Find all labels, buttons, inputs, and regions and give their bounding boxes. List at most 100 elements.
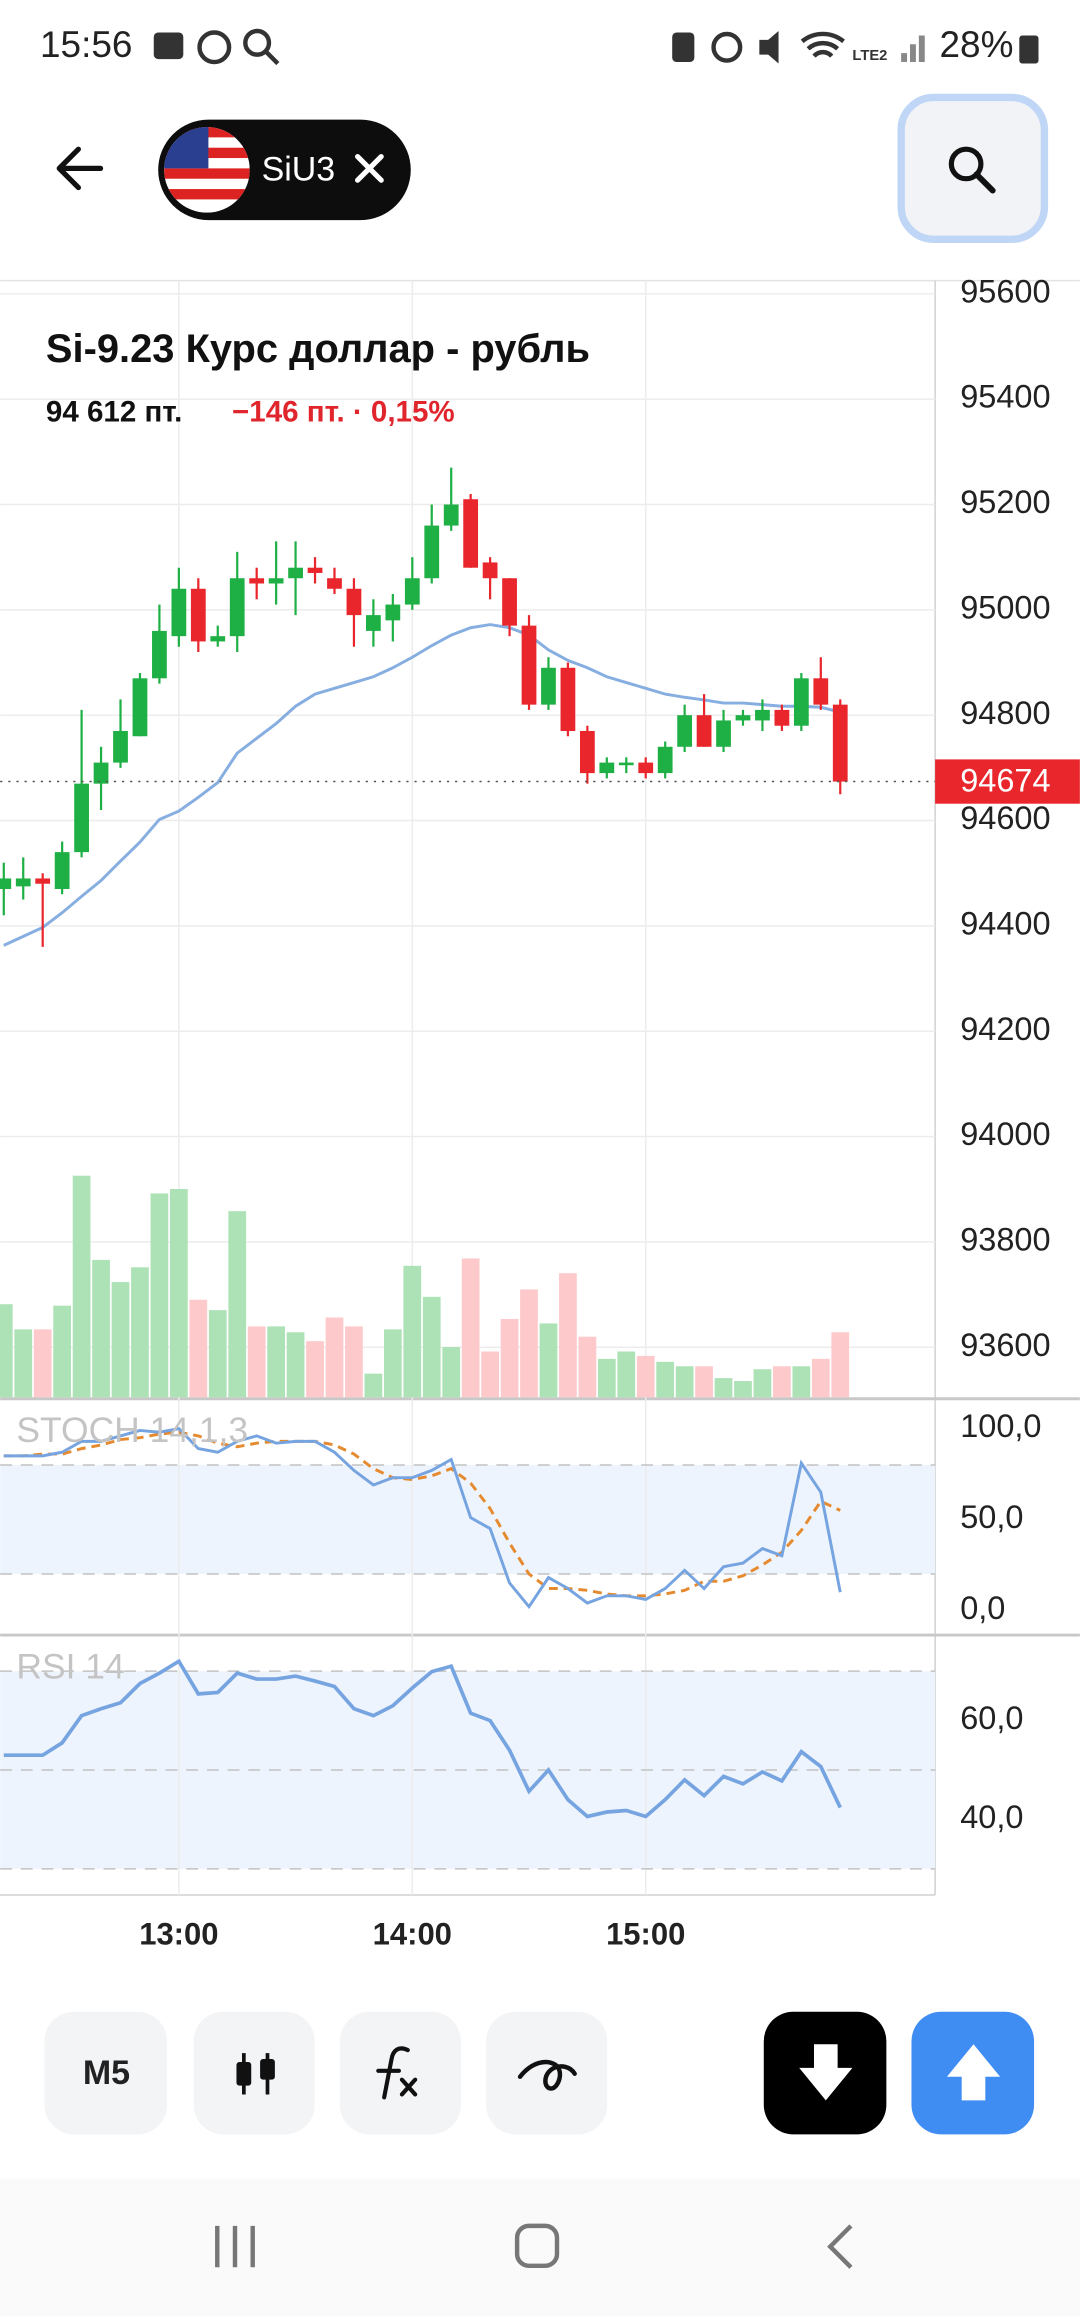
volume-bar — [33, 1329, 52, 1398]
volume-bar — [208, 1310, 227, 1398]
candle-body — [132, 678, 148, 737]
y-tick-label: 94000 — [960, 1116, 1050, 1152]
volume-bar — [306, 1341, 324, 1398]
volume-bar — [811, 1358, 830, 1398]
rsi-label: RSI 14 — [16, 1646, 124, 1686]
candle-body — [54, 852, 70, 889]
volume-bar — [383, 1329, 402, 1398]
volume-bar — [14, 1329, 33, 1398]
sell-arrow — [799, 2044, 853, 2101]
back-nav-button[interactable] — [827, 2224, 853, 2269]
volume-bar — [422, 1296, 441, 1398]
candle-body — [716, 720, 731, 747]
candle-body — [657, 746, 673, 774]
candle-body — [152, 630, 167, 679]
volume-bar — [831, 1332, 850, 1398]
back-button[interactable] — [56, 146, 104, 191]
candle-body — [171, 588, 187, 637]
volume-bar — [286, 1332, 305, 1398]
candle-body — [346, 588, 362, 616]
candle-body — [210, 636, 226, 642]
indicators-button[interactable] — [339, 2011, 461, 2135]
network-label: LTE2 — [852, 48, 887, 64]
candle-body — [677, 715, 693, 747]
volume-bar — [345, 1326, 363, 1398]
candle-body — [463, 499, 479, 568]
volume-bar — [636, 1355, 655, 1398]
y-tick-label: 95400 — [960, 379, 1050, 415]
volume-bar — [695, 1366, 713, 1398]
candle-body — [774, 709, 790, 726]
volume-bar — [364, 1373, 383, 1398]
y-tick-label: 50,0 — [960, 1499, 1023, 1535]
volume-bar — [481, 1351, 499, 1398]
recents-button[interactable] — [215, 2225, 255, 2268]
candle-body — [229, 578, 245, 637]
volume-bar — [0, 1304, 13, 1398]
volume-bar — [170, 1189, 188, 1398]
y-tick-label: 94600 — [960, 800, 1050, 836]
y-tick-label: 95600 — [960, 273, 1050, 309]
y-tick-label: 95200 — [960, 484, 1050, 520]
status-time: 15:56 — [40, 24, 132, 65]
y-tick-label: 94200 — [960, 1011, 1050, 1047]
candle-body — [288, 567, 303, 579]
y-tick-label: 93800 — [960, 1221, 1050, 1257]
interval-label: M5 — [83, 2054, 130, 2092]
chart-type-button[interactable] — [193, 2011, 315, 2135]
stoch-d — [3, 1430, 841, 1598]
y-tick-label: 93600 — [960, 1327, 1050, 1363]
last-price-tag — [935, 759, 1080, 804]
status-icon — [672, 32, 695, 63]
volume-bar — [267, 1326, 285, 1398]
y-tick-label: 95000 — [960, 589, 1050, 625]
candle-body — [268, 578, 284, 584]
volume-bar — [92, 1259, 110, 1398]
moving-average — [3, 623, 841, 947]
fx-icon — [376, 2046, 418, 2100]
candle-body — [93, 762, 109, 784]
close-chip[interactable] — [355, 153, 384, 183]
candle-body — [35, 878, 51, 884]
stoch-k — [3, 1427, 842, 1610]
interval-button[interactable] — [44, 2011, 168, 2135]
search-button[interactable] — [897, 93, 1049, 243]
y-tick-label: 100,0 — [960, 1408, 1041, 1444]
candle-body — [190, 588, 206, 642]
candle-body — [793, 678, 809, 726]
battery-icon — [1019, 35, 1039, 64]
volume-bar — [53, 1305, 72, 1398]
y-tick-label: 40,0 — [960, 1799, 1023, 1835]
volume-bar — [247, 1326, 266, 1398]
candle-body — [249, 578, 265, 584]
change-text: −146 пт. · 0,15% — [232, 395, 455, 428]
ticker-label: SiU3 — [262, 150, 336, 188]
volume-bar — [714, 1378, 733, 1398]
y-tick-label: 94400 — [960, 905, 1050, 941]
candle-body — [696, 715, 712, 747]
home-button[interactable] — [514, 2223, 560, 2268]
search-status-icon — [264, 50, 280, 66]
mute-icon — [759, 31, 779, 64]
candles-icon — [260, 2058, 275, 2080]
volume-bar — [325, 1317, 344, 1398]
volume-bar — [539, 1323, 558, 1398]
x-tick-label: 15:00 — [606, 1917, 685, 1952]
draw-icon — [517, 2059, 577, 2091]
us-flag — [164, 127, 250, 213]
candle-body — [618, 762, 634, 766]
candle-body — [113, 730, 128, 763]
volume-bar — [597, 1358, 616, 1398]
battery-text: 28% — [940, 24, 1014, 65]
y-tick-label: 94800 — [960, 695, 1050, 731]
x-tick-label: 13:00 — [139, 1917, 218, 1952]
volume-bar — [675, 1366, 694, 1398]
volume-bar — [442, 1347, 461, 1398]
signal-icon — [901, 35, 925, 63]
volume-bar — [403, 1265, 422, 1398]
candle-body — [813, 678, 829, 705]
volume-bar — [773, 1366, 791, 1398]
volume-bar — [461, 1258, 480, 1398]
